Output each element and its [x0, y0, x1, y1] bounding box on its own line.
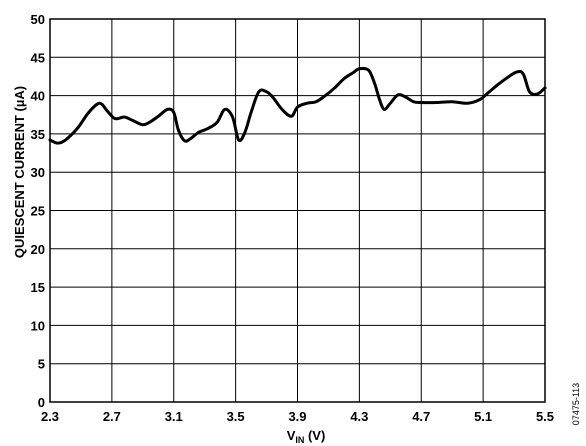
y-tick-label: 10	[31, 318, 45, 333]
y-tick-label: 0	[38, 395, 45, 410]
y-tick-label: 15	[31, 280, 45, 295]
series-line	[48, 66, 547, 145]
x-tick-label: 5.1	[474, 409, 492, 424]
y-axis-title: QUIESCENT CURRENT (µA)	[12, 86, 27, 258]
x-tick-label: 4.3	[350, 409, 368, 424]
x-tick-label: 3.1	[165, 409, 183, 424]
x-tick-label: 3.5	[227, 409, 245, 424]
y-tick-label: 40	[31, 89, 45, 104]
x-tick-label: 5.5	[536, 409, 554, 424]
x-tick-label: 2.3	[41, 409, 59, 424]
plot-frame	[49, 18, 546, 403]
x-axis-title-main: V	[287, 428, 296, 443]
series-layer	[48, 66, 547, 145]
grid-lines	[49, 18, 546, 403]
y-tick-label: 30	[31, 165, 45, 180]
y-tick-label: 45	[31, 50, 45, 65]
x-tick-labels: 2.3 2.7 3.1 3.5 3.9 4.3 4.7 5.1 5.5	[41, 409, 554, 424]
x-tick-label: 2.7	[103, 409, 121, 424]
figure-id: 07475-113	[571, 383, 581, 425]
x-axis-title: VIN (V)	[287, 428, 326, 445]
x-axis-title-subscript: IN	[295, 435, 304, 445]
y-tick-label: 25	[31, 204, 45, 219]
y-tick-labels: 0 5 10 15 20 25 30 35 40 45 50	[31, 12, 45, 410]
x-tick-label: 4.7	[412, 409, 430, 424]
x-axis-title-unit: (V)	[304, 428, 325, 443]
y-tick-label: 5	[38, 357, 45, 372]
y-tick-label: 35	[31, 127, 45, 142]
y-tick-label: 50	[31, 12, 45, 27]
x-tick-label: 3.9	[288, 409, 306, 424]
y-tick-label: 20	[31, 242, 45, 257]
